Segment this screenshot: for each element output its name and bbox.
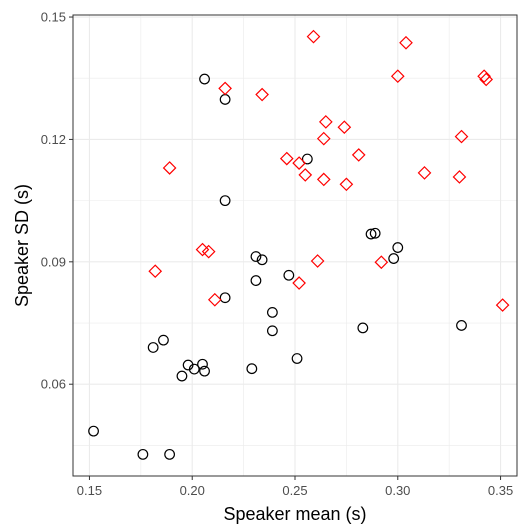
diamond-point bbox=[339, 177, 354, 192]
y-tick-label: 0.12 bbox=[41, 132, 66, 147]
circle-point bbox=[388, 253, 400, 264]
diamond-point bbox=[374, 255, 389, 270]
circle-point bbox=[365, 228, 377, 240]
diamond-point bbox=[399, 35, 413, 50]
diamond-point bbox=[218, 81, 232, 96]
diamond-point bbox=[162, 161, 177, 175]
x-tick-label: 0.25 bbox=[282, 483, 307, 498]
y-axis-title: Speaker SD (s) bbox=[12, 184, 32, 307]
diamond-point bbox=[201, 244, 216, 259]
circle-point bbox=[88, 425, 99, 437]
circle-point bbox=[369, 227, 381, 239]
diamond-point bbox=[318, 115, 333, 129]
circle-point bbox=[176, 370, 188, 382]
diamond-point bbox=[279, 151, 294, 166]
diamond-point bbox=[298, 168, 313, 182]
diamond-point bbox=[452, 170, 467, 184]
circle-point bbox=[357, 322, 369, 334]
axes: 0.15 0.20 0.25 0.30 0.35 0.06 0.09 0.12 0.15 bbox=[41, 10, 514, 498]
diamond-point bbox=[495, 298, 510, 312]
diamond-point bbox=[454, 129, 469, 144]
diamond-point bbox=[316, 131, 331, 146]
circle-point bbox=[456, 320, 467, 331]
circle-point bbox=[219, 195, 231, 207]
circle-point bbox=[219, 292, 231, 304]
diamond-point bbox=[351, 148, 366, 162]
diamond-point bbox=[292, 276, 306, 290]
circle-point bbox=[199, 73, 210, 85]
circle-point bbox=[137, 448, 149, 460]
diamond-point bbox=[255, 87, 269, 102]
circle-point bbox=[250, 251, 262, 262]
diamond-point bbox=[306, 29, 321, 44]
circle-point bbox=[266, 325, 278, 337]
diamond-point bbox=[207, 292, 222, 307]
y-tick-label: 0.15 bbox=[41, 10, 66, 25]
y-tick-label: 0.09 bbox=[41, 254, 66, 269]
diamond-point bbox=[337, 120, 352, 135]
circle-point bbox=[197, 358, 208, 370]
circle-point bbox=[164, 448, 176, 460]
circle-point bbox=[158, 334, 169, 346]
diamond-point bbox=[390, 69, 405, 84]
diamond-point bbox=[292, 156, 306, 170]
y-tick-label: 0.06 bbox=[41, 377, 66, 392]
circle-point bbox=[147, 342, 159, 353]
circle-point bbox=[392, 242, 404, 253]
diamond-point bbox=[316, 172, 331, 187]
diamond-point bbox=[417, 166, 432, 180]
circle-point bbox=[188, 363, 200, 375]
data-points bbox=[88, 29, 510, 460]
circle-point bbox=[199, 365, 210, 377]
x-axis-title: Speaker mean (s) bbox=[223, 504, 366, 524]
circle-point bbox=[250, 275, 262, 286]
circle-point bbox=[246, 363, 258, 375]
x-tick-label: 0.15 bbox=[77, 483, 102, 498]
grid-lines bbox=[73, 15, 517, 476]
diamond-point bbox=[310, 254, 325, 268]
circle-point bbox=[256, 254, 268, 266]
x-tick-label: 0.30 bbox=[385, 483, 410, 498]
x-tick-label: 0.20 bbox=[180, 483, 205, 498]
diamond-point bbox=[148, 264, 163, 279]
x-tick-label: 0.35 bbox=[488, 483, 513, 498]
circle-point bbox=[266, 307, 278, 318]
circle-point bbox=[301, 153, 313, 165]
circle-point bbox=[283, 269, 295, 281]
diamond-point bbox=[477, 69, 491, 84]
circle-point bbox=[291, 353, 303, 364]
diamond-point bbox=[479, 72, 494, 87]
